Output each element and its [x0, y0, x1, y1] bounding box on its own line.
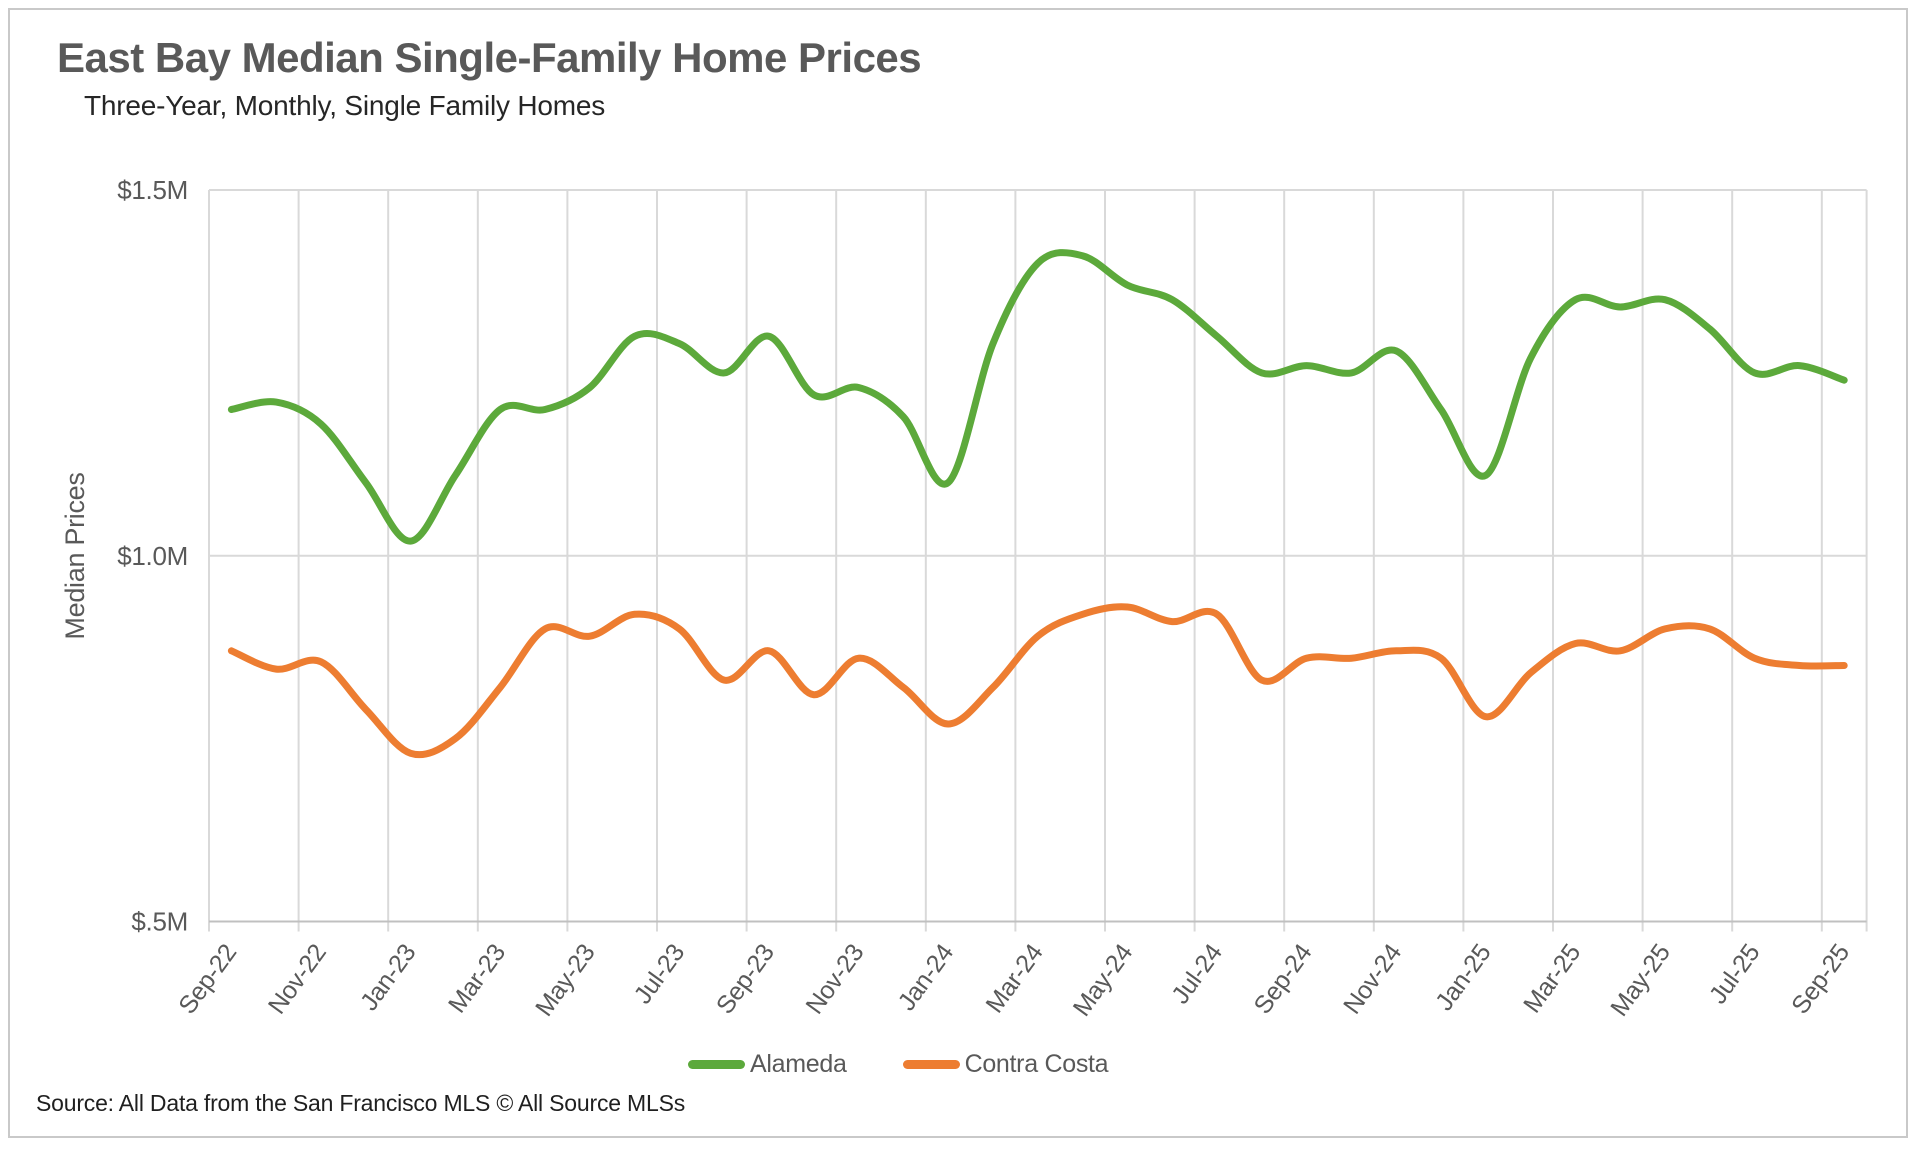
y-tick-label: $1.5M — [117, 175, 188, 205]
page-subtitle: Three-Year, Monthly, Single Family Homes — [84, 90, 606, 121]
x-tick-label: Mar-25 — [1518, 939, 1586, 1018]
x-tick-label: May-24 — [1068, 939, 1139, 1022]
alameda-line-swatch-icon — [688, 1059, 745, 1069]
x-tick-label: Jul-23 — [629, 939, 691, 1009]
legend: Alameda Contra Costa — [688, 1046, 1109, 1082]
series-line-contra-costa — [227, 603, 1848, 759]
page-title: East Bay Median Single-Family Home Price… — [57, 34, 922, 81]
y-tick-label: $.5M — [131, 907, 188, 937]
x-tick-label: Jul-25 — [1704, 939, 1766, 1009]
contra-costa-line-swatch-icon — [902, 1059, 960, 1069]
x-tick-label: May-23 — [530, 939, 601, 1021]
x-tick-label: Jan-25 — [1430, 939, 1497, 1016]
gridlines — [208, 189, 1868, 932]
x-tick-label: Jan-24 — [893, 939, 960, 1016]
x-tick-label: Sep-23 — [711, 939, 780, 1019]
chart-frame — [8, 8, 1908, 1138]
x-tick-label: Jan-23 — [355, 939, 422, 1016]
x-tick-label: Nov-23 — [800, 939, 869, 1019]
legend-label-alameda: Alameda — [750, 1049, 847, 1078]
source-note: Source: All Data from the San Francisco … — [36, 1090, 686, 1116]
x-tick-label: Sep-22 — [173, 939, 242, 1019]
x-tick-label: Nov-24 — [1338, 939, 1407, 1020]
x-tick-label: May-25 — [1605, 939, 1676, 1021]
series-line-alameda — [227, 249, 1848, 545]
legend-item-alameda: Alameda — [688, 1050, 847, 1079]
x-tick-label: Nov-22 — [263, 939, 332, 1019]
legend-label-contra-costa: Contra Costa — [964, 1049, 1109, 1078]
x-tick-label: Mar-23 — [443, 939, 511, 1018]
legend-item-contra-costa: Contra Costa — [902, 1049, 1109, 1079]
x-tick-label: Sep-25 — [1786, 939, 1855, 1019]
x-tick-label: Jul-24 — [1166, 939, 1228, 1009]
y-tick-label: $1.0M — [117, 541, 188, 571]
x-tick-label: Mar-24 — [981, 939, 1049, 1018]
y-axis-title: Median Prices — [60, 472, 90, 639]
x-tick-label: Sep-24 — [1248, 939, 1317, 1020]
